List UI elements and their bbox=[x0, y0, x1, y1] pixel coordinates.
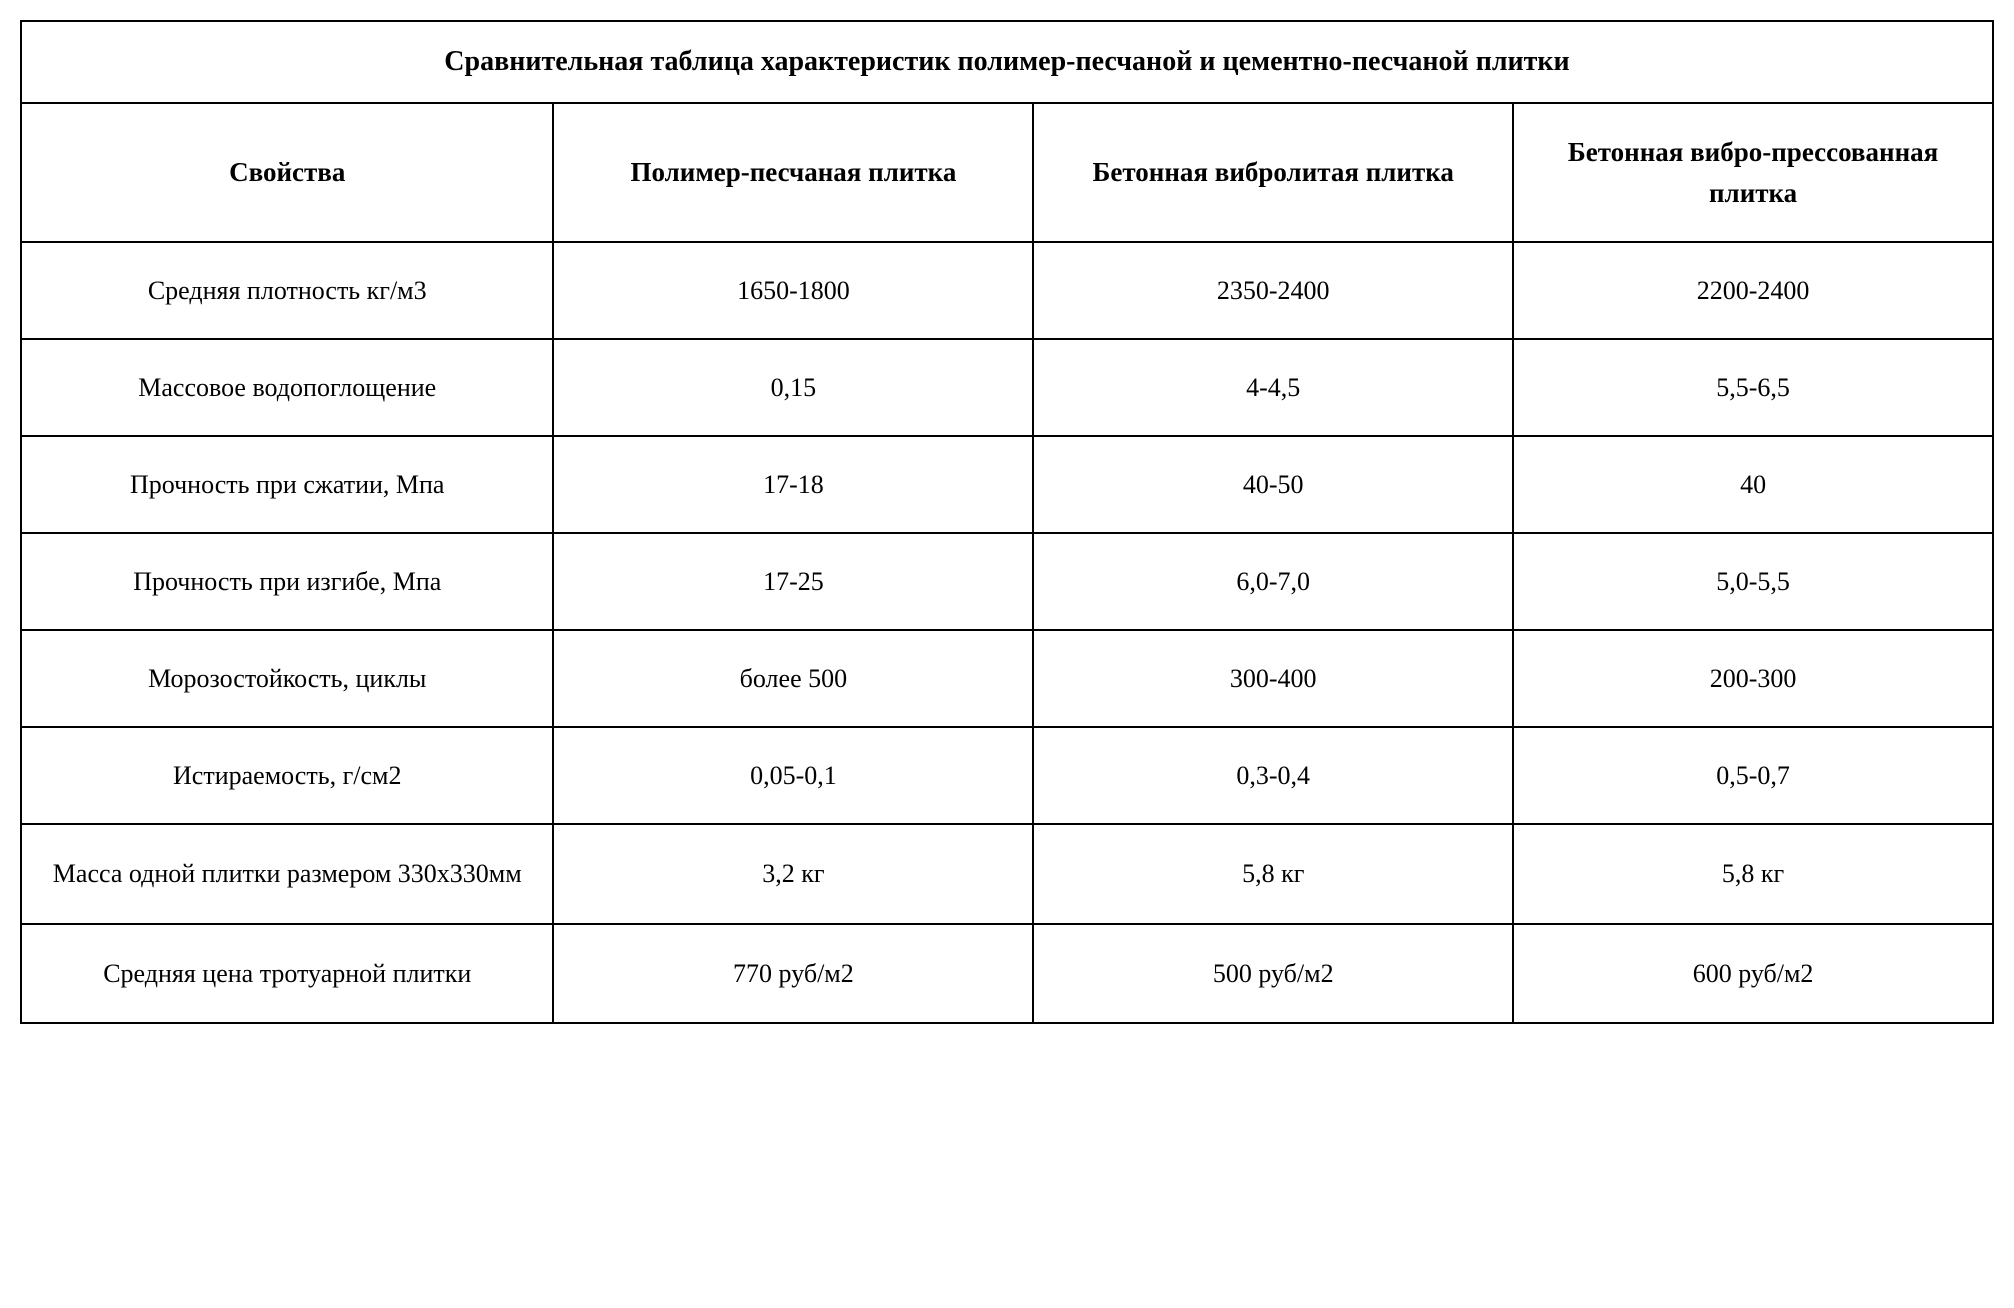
table-row: Средняя цена тротуарной плитки 770 руб/м… bbox=[21, 924, 1993, 1024]
data-cell: 5,8 кг bbox=[1033, 824, 1513, 924]
table-row: Массовое водопоглощение 0,15 4-4,5 5,5-6… bbox=[21, 339, 1993, 436]
table-row: Прочность при сжатии, Мпа 17-18 40-50 40 bbox=[21, 436, 1993, 533]
table-title: Сравнительная таблица характеристик поли… bbox=[21, 21, 1993, 103]
data-cell: более 500 bbox=[553, 630, 1033, 727]
table-title-row: Сравнительная таблица характеристик поли… bbox=[21, 21, 1993, 103]
data-cell: 200-300 bbox=[1513, 630, 1993, 727]
table-row: Истираемость, г/см2 0,05-0,1 0,3-0,4 0,5… bbox=[21, 727, 1993, 824]
property-cell: Истираемость, г/см2 bbox=[21, 727, 553, 824]
data-cell: 300-400 bbox=[1033, 630, 1513, 727]
property-cell: Средняя цена тротуарной плитки bbox=[21, 924, 553, 1024]
property-cell: Морозостойкость, циклы bbox=[21, 630, 553, 727]
data-cell: 3,2 кг bbox=[553, 824, 1033, 924]
property-cell: Средняя плотность кг/м3 bbox=[21, 242, 553, 339]
data-cell: 0,3-0,4 bbox=[1033, 727, 1513, 824]
data-cell: 1650-1800 bbox=[553, 242, 1033, 339]
data-cell: 600 руб/м2 bbox=[1513, 924, 1993, 1024]
data-cell: 2200-2400 bbox=[1513, 242, 1993, 339]
comparison-table: Сравнительная таблица характеристик поли… bbox=[20, 20, 1994, 1024]
table-body: Средняя плотность кг/м3 1650-1800 2350-2… bbox=[21, 242, 1993, 1023]
property-cell: Масса одной плитки размером 330х330мм bbox=[21, 824, 553, 924]
data-cell: 0,5-0,7 bbox=[1513, 727, 1993, 824]
data-cell: 17-18 bbox=[553, 436, 1033, 533]
data-cell: 5,8 кг bbox=[1513, 824, 1993, 924]
table-header-row: Свойства Полимер-песчаная плитка Бетонна… bbox=[21, 103, 1993, 242]
property-cell: Прочность при изгибе, Мпа bbox=[21, 533, 553, 630]
data-cell: 4-4,5 bbox=[1033, 339, 1513, 436]
property-cell: Прочность при сжатии, Мпа bbox=[21, 436, 553, 533]
comparison-table-container: Сравнительная таблица характеристик поли… bbox=[20, 20, 1994, 1024]
data-cell: 500 руб/м2 bbox=[1033, 924, 1513, 1024]
column-header-property: Свойства bbox=[21, 103, 553, 242]
table-row: Прочность при изгибе, Мпа 17-25 6,0-7,0 … bbox=[21, 533, 1993, 630]
table-row: Масса одной плитки размером 330х330мм 3,… bbox=[21, 824, 1993, 924]
data-cell: 40 bbox=[1513, 436, 1993, 533]
data-cell: 770 руб/м2 bbox=[553, 924, 1033, 1024]
column-header-polymer: Полимер-песчаная плитка bbox=[553, 103, 1033, 242]
data-cell: 17-25 bbox=[553, 533, 1033, 630]
property-cell: Массовое водопоглощение bbox=[21, 339, 553, 436]
data-cell: 5,0-5,5 bbox=[1513, 533, 1993, 630]
data-cell: 6,0-7,0 bbox=[1033, 533, 1513, 630]
column-header-vibrocast: Бетонная вибролитая плитка bbox=[1033, 103, 1513, 242]
table-row: Средняя плотность кг/м3 1650-1800 2350-2… bbox=[21, 242, 1993, 339]
data-cell: 0,05-0,1 bbox=[553, 727, 1033, 824]
data-cell: 5,5-6,5 bbox=[1513, 339, 1993, 436]
column-header-vibropress: Бетонная вибро-прессованная плитка bbox=[1513, 103, 1993, 242]
data-cell: 2350-2400 bbox=[1033, 242, 1513, 339]
data-cell: 0,15 bbox=[553, 339, 1033, 436]
data-cell: 40-50 bbox=[1033, 436, 1513, 533]
table-row: Морозостойкость, циклы более 500 300-400… bbox=[21, 630, 1993, 727]
